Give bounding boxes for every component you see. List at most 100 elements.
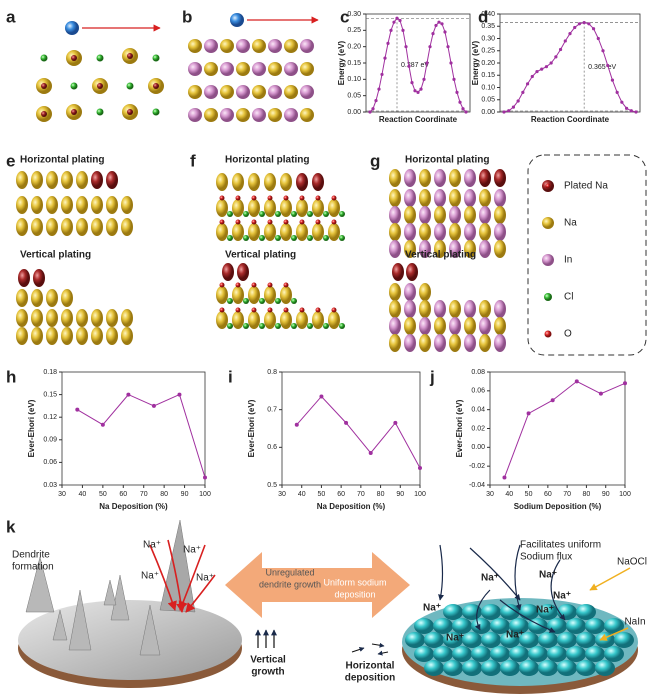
atom xyxy=(494,206,506,224)
y-tick-label: 0.20 xyxy=(481,60,495,67)
atom xyxy=(479,169,491,187)
atom xyxy=(449,334,461,352)
atom xyxy=(153,83,159,89)
atom xyxy=(275,235,281,241)
atom xyxy=(419,169,431,187)
x-tick-label: 70 xyxy=(140,491,148,498)
atom xyxy=(419,283,431,301)
atom xyxy=(291,235,297,241)
data-point xyxy=(368,110,372,114)
flux-arrow xyxy=(149,544,177,611)
data-point xyxy=(544,65,549,69)
y-axis-label: Ever-Ehori (eV) xyxy=(247,399,256,457)
y-axis-label: Ever-Ehori (eV) xyxy=(27,399,36,457)
atom xyxy=(300,108,314,122)
data-point xyxy=(374,98,378,103)
data-point xyxy=(294,422,299,427)
atom xyxy=(268,39,282,53)
panel-label: c xyxy=(340,7,349,26)
atom xyxy=(232,286,244,304)
atom xyxy=(188,62,202,76)
atom xyxy=(252,108,266,122)
flux-arrow xyxy=(474,589,491,631)
atom xyxy=(323,323,329,329)
atom xyxy=(259,235,265,241)
atom xyxy=(236,108,250,122)
atom xyxy=(404,300,416,318)
atom xyxy=(452,646,472,662)
atom xyxy=(219,195,225,201)
data-point xyxy=(437,20,441,24)
atom xyxy=(576,632,596,648)
ion-label: Na⁺ xyxy=(536,605,554,616)
x-tick-label: 90 xyxy=(181,491,189,498)
atom xyxy=(434,317,446,335)
data-point xyxy=(434,23,438,28)
data-line xyxy=(503,22,637,113)
atom xyxy=(284,62,298,76)
x-tick-label: 40 xyxy=(505,491,513,498)
data-point xyxy=(455,90,459,94)
data-point xyxy=(598,391,603,396)
atom xyxy=(296,173,308,191)
atom xyxy=(339,323,345,329)
atom xyxy=(500,632,520,648)
x-tick-label: 100 xyxy=(199,491,211,498)
data-point xyxy=(410,81,414,85)
atom xyxy=(121,218,133,236)
atom xyxy=(509,646,529,662)
x-tick-label: 40 xyxy=(298,491,306,498)
flux-arrow xyxy=(514,544,522,611)
dendrite xyxy=(52,609,68,641)
dendrite xyxy=(159,519,196,613)
y-tick-label: 0.15 xyxy=(347,60,361,67)
atom xyxy=(219,307,225,313)
atom xyxy=(188,39,202,53)
dendrite xyxy=(110,574,130,621)
data-point xyxy=(610,78,615,82)
atom xyxy=(31,327,43,345)
y-axis-label: Ever-Ehori (eV) xyxy=(455,399,464,457)
atom xyxy=(481,604,501,620)
atom xyxy=(419,206,431,224)
panel-label: a xyxy=(6,7,16,26)
atom xyxy=(188,108,202,122)
atom xyxy=(227,323,233,329)
atom xyxy=(404,317,416,335)
atom xyxy=(419,223,431,241)
atom xyxy=(204,108,218,122)
y-axis-label: Energy (eV) xyxy=(337,40,346,85)
y-tick-label: 0.06 xyxy=(471,388,485,395)
atom xyxy=(434,240,446,258)
atom xyxy=(248,223,260,241)
atom xyxy=(464,317,476,335)
atom xyxy=(494,189,506,207)
atom xyxy=(331,195,337,201)
disk xyxy=(18,600,242,680)
atom xyxy=(106,309,118,327)
atom xyxy=(91,309,103,327)
x-tick-label: 50 xyxy=(525,491,533,498)
atom xyxy=(449,240,461,258)
atom xyxy=(76,327,88,345)
data-point xyxy=(368,450,373,455)
atom xyxy=(91,196,103,214)
annotation: 0.287 eV xyxy=(401,62,429,69)
atom xyxy=(61,218,73,236)
atom xyxy=(46,327,58,345)
panel-label: h xyxy=(6,367,16,386)
atom xyxy=(106,218,118,236)
deposit-arrow xyxy=(371,642,385,648)
atom xyxy=(91,171,103,189)
atom xyxy=(404,334,416,352)
atom xyxy=(576,660,596,676)
atom xyxy=(328,199,340,217)
schematic-text: Dendrite xyxy=(12,550,50,561)
data-point xyxy=(601,49,605,53)
x-tick-label: 50 xyxy=(99,491,107,498)
atom xyxy=(433,618,453,634)
atom xyxy=(121,309,133,327)
atom xyxy=(283,282,289,288)
atom xyxy=(464,240,476,258)
atom xyxy=(449,317,461,335)
